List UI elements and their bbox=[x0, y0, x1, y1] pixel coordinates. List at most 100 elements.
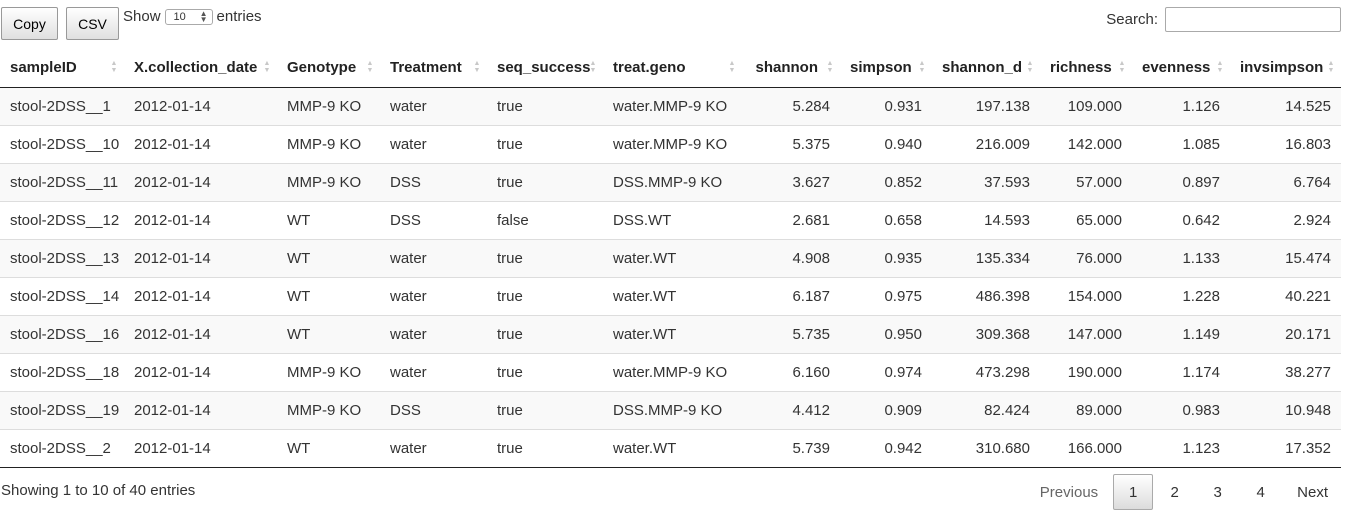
table-cell: 15.474 bbox=[1230, 238, 1341, 277]
table-cell: DSS.MMP-9 KO bbox=[603, 390, 742, 429]
table-cell: water.MMP-9 KO bbox=[603, 124, 742, 163]
table-cell: 1.085 bbox=[1132, 124, 1230, 163]
column-header-shannon[interactable]: shannon ▲ ▼ bbox=[742, 48, 840, 88]
table-cell: stool-2DSS__1 bbox=[0, 87, 124, 125]
sort-arrows-icon: ▲ ▼ bbox=[110, 60, 118, 75]
entries-select[interactable]: 10 ▲ ▼ bbox=[164, 8, 213, 25]
table-body: stool-2DSS__1 2012-01-14 MMP-9 KO water true… bbox=[0, 87, 1341, 468]
table-cell: 40.221 bbox=[1230, 276, 1341, 315]
column-header-sampleid[interactable]: sampleID ▲ ▼ bbox=[0, 48, 124, 88]
table-cell: MMP-9 KO bbox=[277, 87, 380, 125]
column-header-invsimpson[interactable]: invsimpson ▲ ▼ bbox=[1230, 48, 1341, 88]
table-cell: 20.171 bbox=[1230, 314, 1341, 353]
table-row: stool-2DSS__12 2012-01-14 WT DSS false DSS.WT… bbox=[0, 200, 1341, 239]
table-row: stool-2DSS__13 2012-01-14 WT water true water… bbox=[0, 238, 1341, 277]
entries-select-value: 10 bbox=[173, 10, 186, 23]
table-cell: 1.123 bbox=[1132, 428, 1230, 468]
page-button-1[interactable]: 1 bbox=[1113, 474, 1154, 510]
table-cell: 0.935 bbox=[840, 238, 932, 277]
table-cell: true bbox=[487, 390, 603, 429]
table-cell: 0.658 bbox=[840, 200, 932, 239]
column-header-label: seq_success bbox=[497, 58, 591, 76]
previous-page-button[interactable]: Previous bbox=[1039, 483, 1099, 501]
column-header-richness[interactable]: richness ▲ ▼ bbox=[1040, 48, 1132, 88]
table-cell: 5.284 bbox=[742, 87, 840, 125]
next-page-button[interactable]: Next bbox=[1297, 483, 1328, 501]
table-cell: true bbox=[487, 124, 603, 163]
search-input[interactable] bbox=[1165, 7, 1341, 32]
column-header-seq-success[interactable]: seq_success ▲ ▼ bbox=[487, 48, 603, 88]
table-cell: water bbox=[380, 314, 487, 353]
table-cell: DSS bbox=[380, 390, 487, 429]
table-cell: 2012-01-14 bbox=[124, 124, 277, 163]
column-header-simpson[interactable]: simpson ▲ ▼ bbox=[840, 48, 932, 88]
table-cell: 1.228 bbox=[1132, 276, 1230, 315]
table-cell: 17.352 bbox=[1230, 428, 1341, 468]
table-header-row: sampleID ▲ ▼ X.collection_date ▲ ▼ Genotype ▲ ▼ T… bbox=[0, 48, 1341, 88]
table-cell: 0.909 bbox=[840, 390, 932, 429]
table-cell: DSS.WT bbox=[603, 200, 742, 239]
copy-button[interactable]: Copy bbox=[1, 7, 58, 40]
table-cell: 0.975 bbox=[840, 276, 932, 315]
page-button-3[interactable]: 3 bbox=[1213, 483, 1222, 501]
table-cell: true bbox=[487, 238, 603, 277]
column-header-treat-geno[interactable]: treat.geno ▲ ▼ bbox=[603, 48, 742, 88]
table-cell: 0.983 bbox=[1132, 390, 1230, 429]
sort-arrows-icon: ▲ ▼ bbox=[1327, 60, 1335, 75]
table-cell: 2012-01-14 bbox=[124, 87, 277, 125]
table-row: stool-2DSS__2 2012-01-14 WT water true water.… bbox=[0, 428, 1341, 468]
table-cell: 2012-01-14 bbox=[124, 162, 277, 201]
csv-button[interactable]: CSV bbox=[66, 7, 119, 40]
length-prefix: Show bbox=[123, 8, 161, 25]
column-header-label: Treatment bbox=[390, 58, 462, 76]
table-cell: 5.739 bbox=[742, 428, 840, 468]
table-cell: 0.974 bbox=[840, 352, 932, 391]
table-cell: 486.398 bbox=[932, 276, 1040, 315]
table-cell: 82.424 bbox=[932, 390, 1040, 429]
table-cell: 1.149 bbox=[1132, 314, 1230, 353]
column-header-label: richness bbox=[1050, 58, 1112, 76]
table-row: stool-2DSS__18 2012-01-14 MMP-9 KO water tru… bbox=[0, 352, 1341, 391]
sort-arrows-icon: ▲ ▼ bbox=[1118, 60, 1126, 75]
column-header-genotype[interactable]: Genotype ▲ ▼ bbox=[277, 48, 380, 88]
table-cell: 2012-01-14 bbox=[124, 238, 277, 277]
column-header-label: simpson bbox=[850, 58, 912, 76]
table-cell: WT bbox=[277, 314, 380, 353]
table-cell: 14.593 bbox=[932, 200, 1040, 239]
table-cell: 166.000 bbox=[1040, 428, 1132, 468]
table-cell: water.WT bbox=[603, 276, 742, 315]
table-cell: 0.642 bbox=[1132, 200, 1230, 239]
table-cell: 216.009 bbox=[932, 124, 1040, 163]
table-cell: 0.940 bbox=[840, 124, 932, 163]
page-button-2[interactable]: 2 bbox=[1170, 483, 1179, 501]
table-cell: water bbox=[380, 352, 487, 391]
table-cell: water bbox=[380, 87, 487, 125]
table-cell: 6.187 bbox=[742, 276, 840, 315]
table-cell: 5.735 bbox=[742, 314, 840, 353]
table-cell: 0.897 bbox=[1132, 162, 1230, 201]
search-control: Search: bbox=[1106, 7, 1341, 32]
table-cell: stool-2DSS__14 bbox=[0, 276, 124, 315]
search-label: Search: bbox=[1106, 11, 1158, 28]
table-cell: WT bbox=[277, 276, 380, 315]
entries-length-control: Show 10 ▲ ▼ entries bbox=[123, 8, 262, 25]
column-header-label: evenness bbox=[1142, 58, 1211, 76]
sort-arrows-icon: ▲ ▼ bbox=[366, 60, 374, 75]
page-button-4[interactable]: 4 bbox=[1256, 483, 1265, 501]
column-header-label: sampleID bbox=[10, 58, 77, 76]
table-cell: WT bbox=[277, 428, 380, 468]
table-cell: DSS bbox=[380, 200, 487, 239]
column-header-label: shannon bbox=[755, 58, 819, 76]
table-cell: water.WT bbox=[603, 428, 742, 468]
column-header-treatment[interactable]: Treatment ▲ ▼ bbox=[380, 48, 487, 88]
column-header-x-collection-date[interactable]: X.collection_date ▲ ▼ bbox=[124, 48, 277, 88]
table-cell: 154.000 bbox=[1040, 276, 1132, 315]
table-cell: true bbox=[487, 314, 603, 353]
column-header-evenness[interactable]: evenness ▲ ▼ bbox=[1132, 48, 1230, 88]
table-cell: stool-2DSS__18 bbox=[0, 352, 124, 391]
column-header-shannon-d[interactable]: shannon_d ▲ ▼ bbox=[932, 48, 1040, 88]
table-cell: stool-2DSS__13 bbox=[0, 238, 124, 277]
table-cell: MMP-9 KO bbox=[277, 390, 380, 429]
